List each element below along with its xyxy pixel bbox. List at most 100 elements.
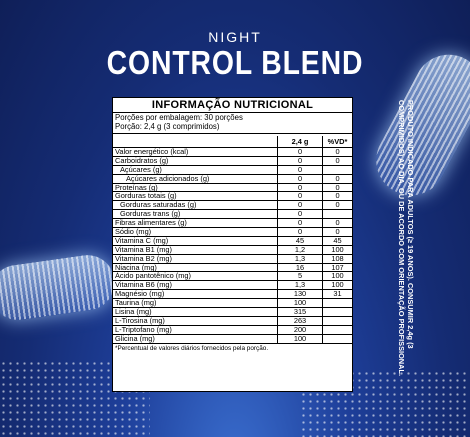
nutrient-name: Açúcares adicionados (g) — [126, 174, 210, 183]
nutrient-dv: 0 — [322, 148, 352, 156]
table-row: Gorduras totais (g) 0 0 — [113, 192, 352, 202]
product-subtitle: NIGHT — [208, 29, 262, 45]
nutrient-amount: 0 — [277, 192, 322, 201]
nutrient-name: Carboidratos (g) — [115, 156, 169, 165]
nutrient-amount: 5 — [277, 272, 322, 281]
table-row: Gorduras trans (g) 0 — [113, 210, 352, 220]
nutrient-name: Proteínas (g) — [115, 183, 158, 192]
nutrient-dv: 108 — [322, 254, 352, 263]
nutrient-dv: 0 — [322, 183, 352, 192]
nutrition-table-title: INFORMAÇÃO NUTRICIONAL — [113, 98, 352, 113]
nutrient-dv: 0 — [322, 201, 352, 210]
nutrient-dv — [322, 165, 352, 174]
nutrient-amount: 0 — [277, 228, 322, 236]
table-row: Açúcares (g) 0 — [113, 165, 352, 175]
nutrient-amount: 0 — [277, 183, 322, 192]
nutrient-name: Gorduras trans (g) — [120, 210, 181, 219]
nutrition-table: INFORMAÇÃO NUTRICIONAL Porções por embal… — [112, 97, 353, 392]
nutrient-dv: 0 — [322, 192, 352, 201]
table-row: Niacina (mg) 16 107 — [113, 263, 352, 273]
nutrient-amount: 0 — [277, 201, 322, 210]
nutrient-amount: 200 — [277, 325, 322, 334]
table-row: Proteínas (g) 0 0 — [113, 183, 352, 193]
nutrient-name: Vitamina B1 (mg) — [115, 245, 172, 254]
nutrient-name: L-Triptofano (mg) — [115, 325, 172, 334]
nutrient-dv: 107 — [322, 263, 352, 272]
table-row: Ácido pantotênico (mg) 5 100 — [113, 272, 352, 282]
usage-note: PRODUTO INDICADO PARA ADULTOS (≥ 19 ANOS… — [397, 100, 415, 377]
nutrient-dv: 0 — [322, 174, 352, 183]
nutrient-name: Ácido pantotênico (mg) — [115, 272, 191, 281]
nutrient-dv: 100 — [322, 281, 352, 290]
table-row: Vitamina B1 (mg) 1,2 100 — [113, 245, 352, 255]
nutrient-amount: 263 — [277, 317, 322, 325]
nutrient-name: Gorduras totais (g) — [115, 192, 177, 201]
nutrient-dv: 0 — [322, 156, 352, 165]
nutrient-amount: 0 — [277, 165, 322, 174]
table-row: L-Tirosina (mg) 263 — [113, 317, 352, 326]
nutrient-name: Lisina (mg) — [115, 308, 152, 316]
table-row: Fibras alimentares (g) 0 0 — [113, 219, 352, 229]
nutrient-dv: 31 — [322, 290, 352, 299]
nutrient-amount: 0 — [277, 219, 322, 228]
nutrient-name: Fibras alimentares (g) — [115, 219, 187, 228]
table-row: Vitamina B2 (mg) 1,3 108 — [113, 254, 352, 264]
nutrient-amount: 130 — [277, 290, 322, 299]
table-row: Glicina (mg) 100 — [113, 334, 352, 344]
nutrient-dv: 0 — [322, 228, 352, 236]
nutrient-name: Valor energético (kcal) — [115, 148, 189, 156]
nutrient-dv — [322, 316, 352, 325]
table-row: Taurina (mg) 100 — [113, 299, 352, 309]
nutrient-name: Açúcares (g) — [120, 165, 162, 174]
nutrient-amount: 1,3 — [277, 254, 322, 263]
table-row: Sódio (mg) 0 0 — [113, 228, 352, 237]
nutrient-dv — [322, 308, 352, 316]
nutrient-amount: 0 — [277, 148, 322, 156]
nutrient-amount: 45 — [277, 237, 322, 245]
nutrient-dv: 100 — [322, 272, 352, 281]
nutrient-name: Niacina (mg) — [115, 263, 157, 272]
column-header-dv: %VD* — [322, 136, 352, 147]
table-header-row: 2,4 g %VD* — [113, 136, 352, 148]
nutrient-amount: 16 — [277, 263, 322, 272]
serving-size: Porção: 2,4 g (3 comprimidos) — [115, 122, 220, 131]
table-row: Carboidratos (g) 0 0 — [113, 156, 352, 166]
nutrient-name: Glicina (mg) — [115, 334, 155, 343]
product-title: CONTROL BLEND — [106, 44, 364, 81]
nutrient-name: Magnésio (mg) — [115, 290, 165, 299]
table-row: Valor energético (kcal) 0 0 — [113, 148, 352, 157]
nutrient-amount: 1,3 — [277, 281, 322, 290]
nutrient-dv — [322, 334, 352, 343]
nutrient-amount: 1,2 — [277, 245, 322, 254]
nutrient-dv — [322, 210, 352, 219]
table-row: Vitamina B6 (mg) 1,3 100 — [113, 281, 352, 291]
table-row: L-Triptofano (mg) 200 — [113, 325, 352, 335]
nutrient-dv — [322, 325, 352, 334]
nutrient-amount: 0 — [277, 210, 322, 219]
nutrient-amount: 0 — [277, 156, 322, 165]
column-header-amount: 2,4 g — [277, 136, 322, 147]
nutrient-name: Vitamina B2 (mg) — [115, 254, 172, 263]
table-row: Magnésio (mg) 130 31 — [113, 290, 352, 300]
nutrient-name: L-Tirosina (mg) — [115, 316, 165, 325]
nutrient-name: Sódio (mg) — [115, 228, 152, 236]
servings-per-package: Porções por embalagem: 30 porções — [115, 113, 243, 122]
nutrient-amount: 315 — [277, 308, 322, 316]
nutrient-amount: 0 — [277, 174, 322, 183]
nutrient-name: Gorduras saturadas (g) — [120, 201, 197, 210]
serving-info: Porções por embalagem: 30 porções Porção… — [113, 113, 352, 134]
table-row: Gorduras saturadas (g) 0 0 — [113, 201, 352, 211]
table-row: Vitamina C (mg) 45 45 — [113, 237, 352, 246]
nutrient-dv — [322, 299, 352, 308]
footnote: *Percentual de valores diários fornecido… — [115, 344, 269, 352]
nutrient-dv: 100 — [322, 245, 352, 254]
nutrient-name: Vitamina C (mg) — [115, 236, 169, 245]
table-row: Açúcares adicionados (g) 0 0 — [113, 174, 352, 184]
nutrient-amount: 100 — [277, 334, 322, 343]
nutrient-amount: 100 — [277, 299, 322, 308]
nutrient-dv: 0 — [322, 219, 352, 228]
nutrition-rows: Valor energético (kcal) 0 0 Carboidratos (g… — [113, 148, 352, 344]
nutrient-name: Taurina (mg) — [115, 299, 157, 308]
capsule-illustration-left — [0, 251, 119, 324]
nutrient-name: Vitamina B6 (mg) — [115, 281, 172, 290]
